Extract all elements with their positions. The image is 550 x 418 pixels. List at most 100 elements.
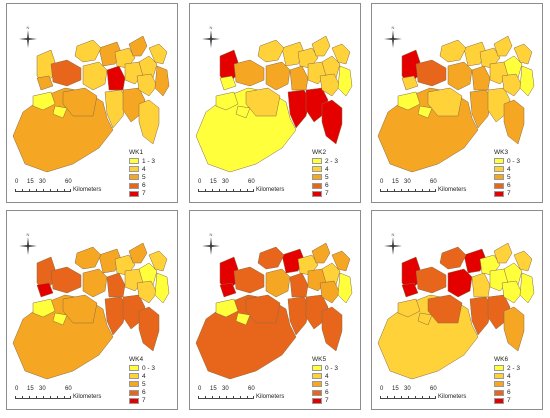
- legend-entry: 6: [312, 182, 338, 190]
- legend-entry: 7: [129, 397, 155, 405]
- choropleth-map: [377, 242, 535, 380]
- map-panel-wk5: N WK5 0 - 3 4 5 6 7 0 15 30 60 Kilometers: [189, 210, 361, 410]
- legend-swatch: [312, 397, 322, 404]
- choropleth-map: [12, 35, 170, 173]
- map-region-17: [62, 294, 98, 324]
- map-region-6: [289, 65, 309, 91]
- choropleth-map: [195, 35, 353, 173]
- legend-entry: 2 - 3: [312, 157, 338, 165]
- scale-unit: Kilometers: [438, 394, 467, 400]
- choropleth-map: [377, 35, 535, 173]
- legend-swatch: [494, 373, 504, 380]
- legend-swatch: [494, 166, 504, 173]
- scale-label: 0: [198, 386, 202, 392]
- north-label: N: [27, 25, 30, 30]
- legend-entry: 4: [129, 165, 155, 173]
- north-label: N: [392, 25, 395, 30]
- map-region-11: [503, 99, 525, 145]
- map-region-16: [154, 272, 170, 304]
- scale-label: 15: [27, 386, 34, 392]
- legend-entry: 4: [494, 372, 520, 380]
- legend-label: 5: [507, 380, 511, 388]
- legend-entry: 6: [129, 182, 155, 190]
- map-region-13: [503, 55, 523, 79]
- map-region-16: [337, 65, 353, 97]
- legend-entry: 4: [129, 372, 155, 380]
- legend-swatch: [129, 381, 139, 388]
- map-panel-wk6: N WK6 2 - 3 4 5 6 7 0 15 30 60 Kilometers: [371, 210, 543, 410]
- legend-swatch: [129, 174, 139, 181]
- legend-swatch: [129, 389, 139, 396]
- legend-entry: 0 - 3: [129, 364, 155, 372]
- map-region-19: [52, 105, 68, 119]
- legend-swatch: [312, 174, 322, 181]
- scale-unit: Kilometers: [438, 187, 467, 193]
- map-region-6: [106, 65, 126, 91]
- legend-swatch: [494, 381, 504, 388]
- map-region-20: [36, 282, 54, 298]
- north-label: N: [27, 232, 30, 237]
- scale-label: 60: [248, 386, 255, 392]
- map-region-14: [148, 250, 168, 272]
- legend-swatch: [129, 158, 139, 165]
- map-region-8: [128, 35, 148, 57]
- legend-label: 7: [325, 397, 329, 405]
- legend-entry: 7: [312, 397, 338, 405]
- map-region-18: [397, 91, 421, 111]
- map-region-8: [493, 242, 513, 264]
- map-region-6: [289, 272, 309, 298]
- scale-bar: 0 15 30 60 Kilometers: [15, 179, 115, 199]
- map-region-21: [74, 39, 102, 63]
- scale-bar: 0 15 30 60 Kilometers: [198, 386, 298, 406]
- legend-entry: 5: [494, 173, 520, 181]
- scale-label: 0: [380, 179, 384, 185]
- map-region-21: [257, 246, 285, 270]
- legend-label: 7: [325, 190, 329, 198]
- legend-swatch: [312, 190, 322, 197]
- scale-bar: 0 15 30 60 Kilometers: [15, 386, 115, 406]
- legend-label: 0 - 3: [325, 364, 339, 372]
- map-panel-wk4: N WK4 0 - 3 4 5 6 7 0 15 30 60 Kilometers: [6, 210, 178, 410]
- north-arrow-icon: N: [202, 25, 220, 48]
- map-region-20: [219, 75, 237, 91]
- legend-label: 6: [325, 182, 329, 190]
- legend-label: 6: [325, 389, 329, 397]
- map-region-4: [447, 61, 473, 91]
- scale-label: 60: [430, 386, 437, 392]
- legend-swatch: [494, 158, 504, 165]
- legend-label: 2 - 3: [325, 157, 339, 165]
- map-region-15: [501, 280, 523, 304]
- scale-label: 0: [15, 386, 19, 392]
- map-region-4: [447, 268, 473, 298]
- map-region-9: [104, 89, 128, 129]
- map-region-19: [417, 312, 433, 326]
- map-region-3: [233, 59, 265, 87]
- map-region-8: [311, 35, 331, 57]
- north-arrow-icon: N: [19, 232, 37, 255]
- legend-entry: 6: [494, 389, 520, 397]
- map-region-20: [36, 75, 54, 91]
- legend-label: 6: [507, 389, 511, 397]
- map-region-4: [265, 61, 291, 91]
- map-region-13: [138, 55, 158, 79]
- scale-label: 30: [39, 179, 46, 185]
- legend-label: 7: [142, 397, 146, 405]
- scale-label: 15: [27, 179, 34, 185]
- scale-bar: 0 15 30 60 Kilometers: [380, 179, 480, 199]
- legend-label: 4: [325, 372, 329, 380]
- legend-label: 7: [507, 397, 511, 405]
- scale-unit: Kilometers: [256, 187, 285, 193]
- map-region-11: [321, 99, 343, 145]
- legend-label: 2 - 3: [507, 364, 521, 372]
- choropleth-map: [195, 242, 353, 380]
- map-panel-wk2: N WK2 2 - 3 4 5 6 7 0 15 30 60 Kilometers: [189, 3, 361, 203]
- scale-label: 60: [65, 386, 72, 392]
- map-region-9: [287, 296, 311, 336]
- map-region-3: [233, 266, 265, 294]
- map-region-18: [32, 91, 56, 111]
- scale-label: 0: [198, 179, 202, 185]
- map-region-11: [503, 306, 525, 352]
- legend-entry: 7: [129, 190, 155, 198]
